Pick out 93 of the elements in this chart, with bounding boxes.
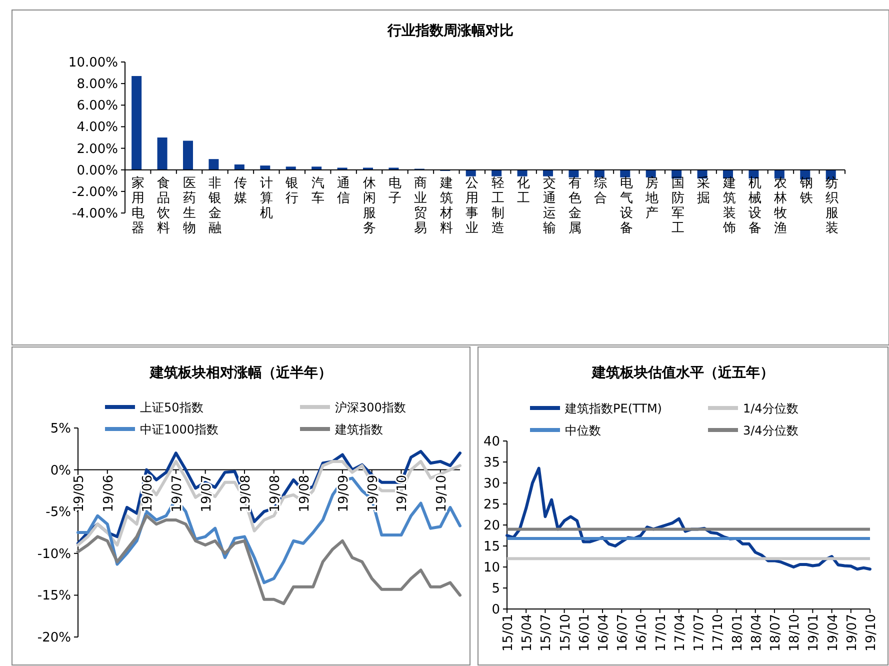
y-tick-label: 40 xyxy=(483,434,500,450)
x-tick-label: 18/01 xyxy=(730,614,746,652)
x-tick-label: 19/06 xyxy=(101,474,116,512)
y-tick-label: 10.00% xyxy=(68,56,118,70)
x-tick-label: 15/01 xyxy=(501,614,516,652)
x-tick-label: 18/04 xyxy=(749,614,764,652)
y-tick-label: -20% xyxy=(37,630,71,646)
x-tick-label: 16/04 xyxy=(596,614,612,652)
x-tick-label: 食品饮料 xyxy=(156,176,170,236)
legend-label: 建筑指数 xyxy=(334,422,383,436)
x-tick-label: 17/10 xyxy=(711,614,726,652)
x-tick-label: 16/01 xyxy=(577,614,592,652)
x-tick-label: 化工 xyxy=(517,176,530,206)
y-tick-label: 15 xyxy=(483,540,500,554)
x-tick-label: 房地产 xyxy=(644,174,659,221)
y-tick-label: 5 xyxy=(492,582,500,596)
x-tick-label: 18/10 xyxy=(788,614,803,652)
y-tick-label: 4.00% xyxy=(76,120,118,136)
x-tick-label: 19/07 xyxy=(199,474,214,512)
x-tick-label: 19/04 xyxy=(826,614,841,652)
x-tick-label: 15/04 xyxy=(520,614,536,652)
x-tick-label: 电气设备 xyxy=(620,176,633,236)
x-tick-label: 16/10 xyxy=(634,614,650,652)
x-tick-label: 采掘 xyxy=(697,176,710,206)
y-tick-label: -5% xyxy=(46,505,71,520)
legend-label: 沪深300指数 xyxy=(335,400,406,414)
x-tick-label: 公用事业 xyxy=(466,176,479,236)
x-tick-label: 19/09 xyxy=(336,474,352,512)
x-tick-label: 18/07 xyxy=(768,614,784,652)
x-tick-label: 计算机 xyxy=(260,176,273,221)
y-tick-label: 8.00% xyxy=(76,77,118,92)
x-tick-label: 纺织服装 xyxy=(826,176,839,236)
x-tick-label: 通信 xyxy=(337,176,350,206)
legend-label: 1/4分位数 xyxy=(743,402,798,416)
x-tick-label: 建筑材料 xyxy=(438,176,453,236)
x-tick-label: 国防军工 xyxy=(671,176,684,236)
y-tick-label: -10% xyxy=(37,546,71,562)
x-tick-label: 机械设备 xyxy=(748,176,762,236)
x-tick-label: 医药生物 xyxy=(182,176,196,236)
x-tick-label: 19/06 xyxy=(140,474,156,512)
x-tick-label: 19/08 xyxy=(268,474,283,512)
y-tick-label: 30 xyxy=(483,476,500,492)
legend-label: 中证1000指数 xyxy=(140,422,219,436)
chart-title: 建筑板块估值水平（近五年） xyxy=(591,364,774,381)
x-tick-label: 19/07 xyxy=(170,474,185,512)
x-tick-label: 19/08 xyxy=(297,474,312,512)
legend-label: 中位数 xyxy=(565,424,601,438)
x-tick-label: 非银金融 xyxy=(208,176,222,236)
x-tick-label: 银行 xyxy=(284,176,299,206)
x-tick-label: 综合 xyxy=(594,176,608,206)
x-tick-label: 建筑装饰 xyxy=(722,176,736,236)
x-tick-label: 16/07 xyxy=(616,614,631,652)
x-tick-label: 19/01 xyxy=(806,614,822,652)
x-tick-label: 有色金属 xyxy=(568,176,582,236)
y-tick-label: 0% xyxy=(50,463,71,478)
y-tick-label: -2.00% xyxy=(72,184,118,200)
x-tick-label: 17/07 xyxy=(692,614,708,652)
x-tick-label: 农林牧渔 xyxy=(773,176,788,236)
y-tick-label: 35 xyxy=(483,456,500,470)
y-tick-label: 20 xyxy=(483,518,500,534)
y-tick-label: -15% xyxy=(37,588,71,604)
x-tick-label: 19/07 xyxy=(844,614,860,652)
x-tick-label: 电子 xyxy=(388,176,402,206)
y-tick-label: 25 xyxy=(483,498,500,512)
x-tick-label: 休闲服务 xyxy=(362,176,376,236)
x-tick-label: 轻工制造 xyxy=(491,176,504,236)
x-tick-label: 家用电器 xyxy=(131,174,144,236)
y-tick-label: 0 xyxy=(492,602,500,618)
x-tick-label: 交通运输 xyxy=(542,174,556,236)
legend-label: 3/4分位数 xyxy=(743,424,798,438)
chart-title: 建筑板块相对涨幅（近半年） xyxy=(149,364,332,381)
x-tick-label: 商业贸易 xyxy=(414,176,428,236)
y-tick-label: 5% xyxy=(50,422,71,436)
x-tick-label: 19/08 xyxy=(238,474,254,512)
x-tick-label: 15/07 xyxy=(539,614,554,652)
x-tick-label: 汽车 xyxy=(311,176,324,206)
x-tick-label: 17/04 xyxy=(672,614,688,652)
x-tick-label: 传媒 xyxy=(234,176,248,206)
x-tick-label: 19/10 xyxy=(395,474,410,512)
x-tick-label: 15/10 xyxy=(558,614,574,652)
x-tick-label: 钢铁 xyxy=(798,176,813,206)
y-tick-label: -4.00% xyxy=(72,206,118,222)
x-tick-label: 17/01 xyxy=(654,614,669,652)
y-tick-label: 6.00% xyxy=(76,98,118,114)
x-tick-label: 19/10 xyxy=(864,614,879,652)
y-tick-label: 0.00% xyxy=(76,163,118,178)
y-tick-label: 10 xyxy=(483,560,500,576)
y-tick-label: 2.00% xyxy=(76,142,118,157)
legend-label: 建筑指数PE(TTM) xyxy=(564,402,662,416)
legend-label: 上证50指数 xyxy=(140,400,204,414)
x-tick-label: 19/09 xyxy=(366,474,381,512)
chart-title: 行业指数周涨幅对比 xyxy=(386,23,514,39)
x-tick-label: 19/10 xyxy=(434,474,450,512)
